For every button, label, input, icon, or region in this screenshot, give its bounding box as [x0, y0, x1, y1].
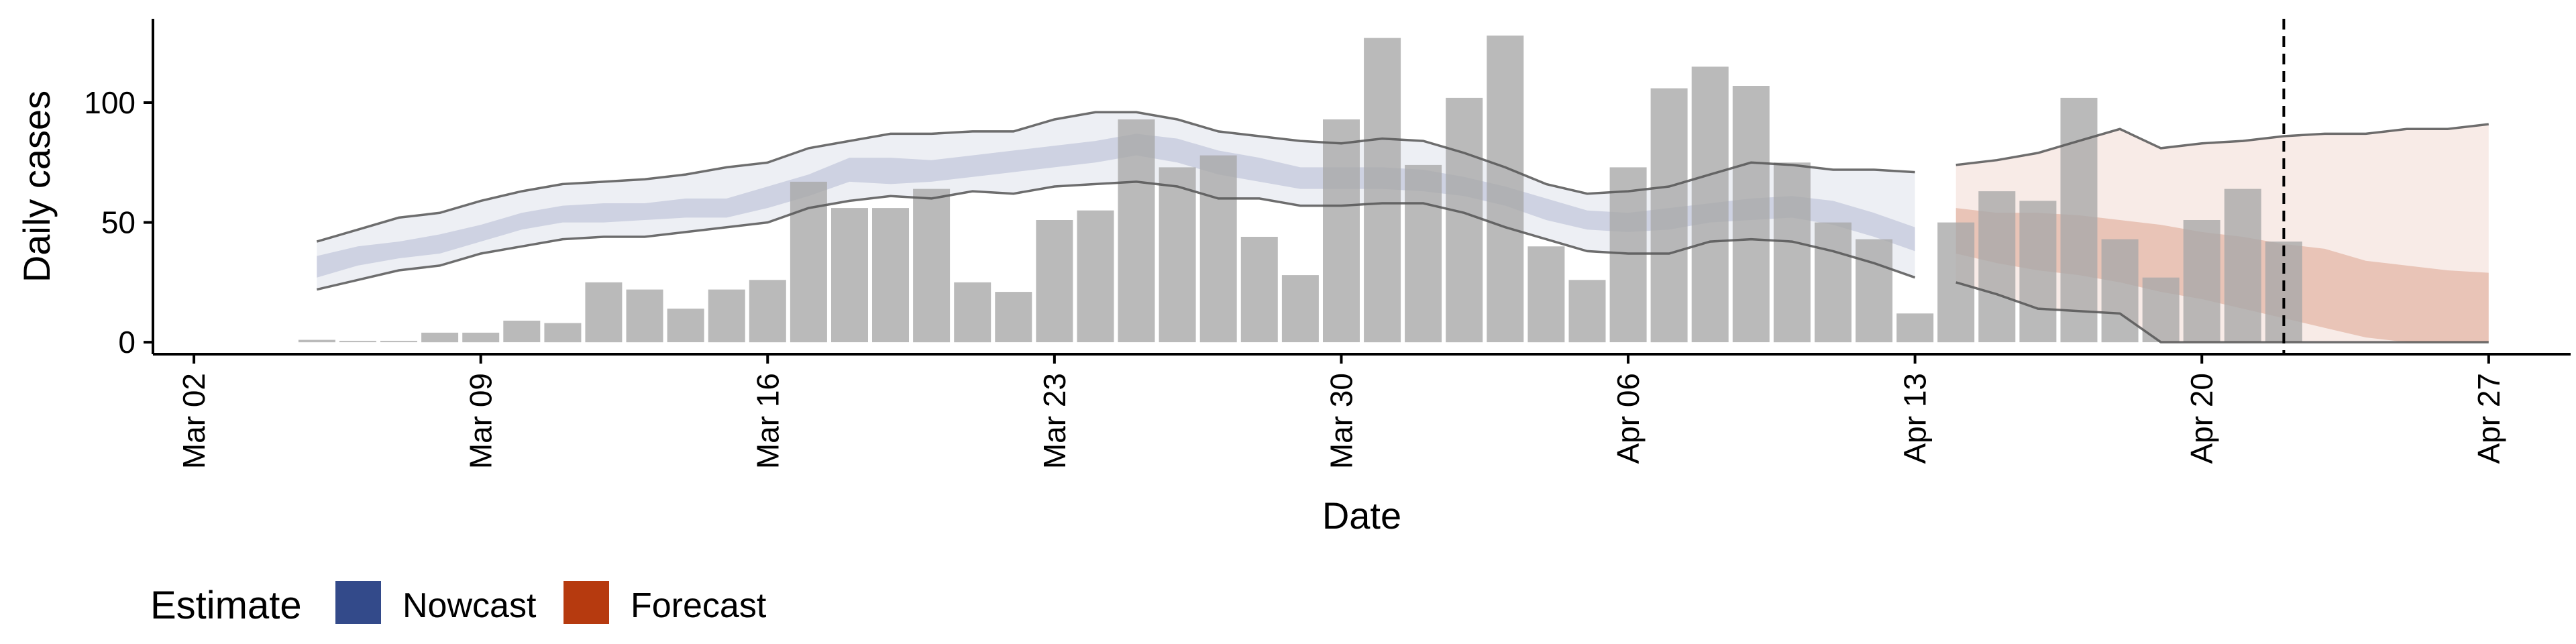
x-tick-label: Mar 09	[464, 373, 498, 469]
bar	[2224, 189, 2261, 343]
legend-swatch	[335, 581, 381, 624]
bar	[913, 189, 951, 343]
y-ticks: 0 50 100	[84, 85, 153, 360]
bar	[995, 292, 1032, 343]
bar	[667, 309, 704, 343]
bar	[1815, 222, 1851, 343]
legend-title: Estimate	[150, 584, 302, 627]
bar	[421, 332, 459, 343]
bar	[749, 280, 786, 343]
bar	[1405, 164, 1442, 343]
bar	[585, 282, 623, 343]
y-tick-label: 50	[101, 205, 136, 240]
legend-items: Nowcast Forecast	[335, 581, 767, 625]
x-axis: Mar 02 Mar 09 Mar 16 Mar 23 Mar 30 Apr 06 Apr …	[153, 353, 2571, 537]
x-tick-label: Mar 02	[176, 373, 211, 469]
forecast-upper-line	[1955, 123, 2489, 166]
bar	[462, 332, 500, 343]
bar	[1281, 275, 1319, 343]
y-tick-label: 100	[84, 85, 136, 120]
plot-area	[298, 19, 2489, 354]
legend-label: Nowcast	[402, 586, 537, 625]
bar	[1364, 38, 1401, 343]
bar	[708, 289, 745, 343]
x-axis-label: Date	[1322, 494, 1401, 537]
nowcast-band-90	[317, 112, 1915, 290]
y-axis: 0 50 100 Daily cases	[15, 19, 154, 360]
bar	[1487, 36, 1524, 343]
x-tick-label: Apr 06	[1611, 373, 1646, 464]
bar	[1118, 119, 1155, 343]
bar	[2060, 97, 2098, 343]
bar	[1773, 162, 1811, 343]
bar	[872, 208, 909, 343]
bar	[1240, 237, 1278, 343]
bars	[298, 36, 2302, 343]
legend-swatch	[564, 581, 609, 624]
x-tick-label: Apr 20	[2184, 373, 2219, 464]
bar	[298, 339, 335, 343]
bar	[1978, 191, 2016, 343]
bar	[544, 323, 582, 343]
interval-lines	[316, 111, 2489, 343]
bar	[626, 289, 663, 343]
bar	[1446, 97, 1483, 343]
bar	[1199, 155, 1237, 343]
nowcast-band-50	[317, 133, 1915, 278]
x-tick-label: Mar 23	[1037, 373, 1072, 469]
bar	[831, 208, 868, 343]
bar	[2101, 239, 2139, 343]
bar	[1691, 66, 1729, 343]
x-tick-label: Apr 27	[2471, 373, 2506, 464]
y-tick-label: 0	[118, 325, 136, 360]
x-ticks: Mar 02 Mar 09 Mar 16 Mar 23 Mar 30 Apr 06 Apr …	[176, 354, 2506, 469]
bar	[1527, 246, 1565, 343]
legend: Estimate Nowcast Forecast	[150, 581, 767, 627]
x-tick-label: Mar 16	[750, 373, 785, 469]
bar	[2019, 201, 2057, 343]
bar	[1732, 86, 1770, 343]
bar	[2265, 241, 2302, 343]
bar	[1568, 280, 1606, 343]
x-tick-label: Mar 30	[1324, 373, 1358, 469]
bar	[1159, 167, 1196, 343]
bar	[2183, 220, 2220, 343]
bar	[1077, 210, 1114, 343]
bar	[1650, 88, 1688, 343]
bar	[954, 282, 991, 343]
bar	[380, 341, 417, 343]
bar	[1036, 220, 1073, 343]
bar	[1323, 119, 1360, 343]
bar	[2142, 277, 2180, 343]
x-tick-label: Apr 13	[1898, 373, 1933, 464]
bar	[1896, 313, 1934, 343]
forecast-lower-line	[1955, 281, 2489, 343]
legend-label: Forecast	[631, 586, 767, 625]
nowcast-upper-line	[316, 111, 1915, 243]
bar	[1856, 239, 1893, 343]
nowcast-lower-line	[316, 180, 1916, 291]
bar	[503, 321, 541, 343]
y-axis-label: Daily cases	[15, 91, 58, 282]
bar	[339, 341, 376, 343]
